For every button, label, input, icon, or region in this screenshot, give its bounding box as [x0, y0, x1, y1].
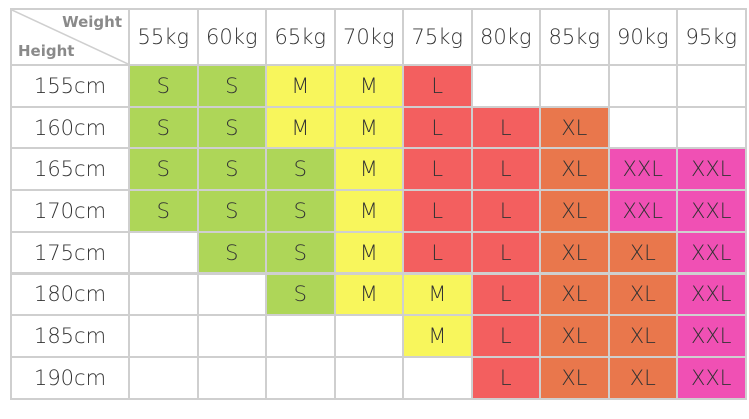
size-cell: S [196, 189, 267, 233]
size-cell [128, 272, 199, 317]
size-cell [333, 355, 404, 400]
size-cell: XL [539, 355, 610, 400]
size-cell: L [470, 355, 541, 400]
size-cell: XXL [607, 147, 678, 192]
size-cell: XXL [676, 272, 747, 317]
row-header: 185cm [10, 314, 130, 358]
size-cell: M [265, 64, 336, 108]
weight-label: Weight [62, 13, 122, 31]
size-cell: S [128, 64, 199, 108]
size-cell: S [196, 64, 267, 108]
row-header: 165cm [10, 147, 130, 192]
size-cell [676, 64, 747, 108]
size-cell: XXL [676, 314, 747, 358]
size-cell [402, 355, 473, 400]
column-header: 60kg [196, 8, 267, 66]
size-cell: XL [539, 189, 610, 233]
column-header: 75kg [402, 8, 473, 66]
size-cell: L [470, 230, 541, 275]
size-cell [607, 105, 678, 150]
column-header: 90kg [607, 8, 678, 66]
size-cell: S [196, 147, 267, 192]
column-header: 80kg [470, 8, 541, 66]
size-cell: XL [607, 314, 678, 358]
size-cell: L [402, 147, 473, 192]
size-cell: S [265, 189, 336, 233]
size-cell [676, 105, 747, 150]
size-cell: S [128, 105, 199, 150]
size-cell: XL [539, 230, 610, 275]
size-cell [607, 64, 678, 108]
size-cell: M [333, 189, 404, 233]
size-cell: XL [539, 272, 610, 317]
row-header: 175cm [10, 230, 130, 275]
size-cell: XL [539, 105, 610, 150]
size-cell: M [333, 64, 404, 108]
size-cell: XL [607, 230, 678, 275]
size-cell: L [402, 189, 473, 233]
size-cell: M [402, 272, 473, 317]
size-cell: S [128, 189, 199, 233]
size-cell: S [265, 230, 336, 275]
size-cell: M [333, 105, 404, 150]
row-header: 160cm [10, 105, 130, 150]
size-cell [470, 64, 541, 108]
size-cell: XL [539, 147, 610, 192]
size-cell: L [470, 105, 541, 150]
size-cell: L [470, 189, 541, 233]
column-header: 55kg [128, 8, 199, 66]
size-cell: M [265, 105, 336, 150]
size-cell: S [196, 230, 267, 275]
size-cell: L [402, 105, 473, 150]
size-cell [128, 355, 199, 400]
row-header: 190cm [10, 355, 130, 400]
row-header: 170cm [10, 189, 130, 233]
size-cell [333, 314, 404, 358]
size-cell: M [402, 314, 473, 358]
size-cell [196, 314, 267, 358]
size-cell [265, 355, 336, 400]
size-cell: S [265, 147, 336, 192]
size-cell: M [333, 230, 404, 275]
size-cell: XXL [676, 230, 747, 275]
row-header: 155cm [10, 64, 130, 108]
header-corner: Weight Height [10, 8, 130, 66]
size-cell [196, 355, 267, 400]
size-cell [128, 314, 199, 358]
size-cell: L [470, 314, 541, 358]
size-cell: S [196, 105, 267, 150]
size-cell: L [470, 272, 541, 317]
size-cell: S [128, 147, 199, 192]
column-header: 65kg [265, 8, 336, 66]
size-cell: L [402, 230, 473, 275]
height-label: Height [18, 42, 75, 60]
row-header: 180cm [10, 272, 130, 317]
size-cell: XL [539, 314, 610, 358]
column-header: 70kg [333, 8, 404, 66]
size-cell [265, 314, 336, 358]
size-cell: L [402, 64, 473, 108]
size-cell: XXL [676, 355, 747, 400]
size-cell: S [265, 272, 336, 317]
size-cell [539, 64, 610, 108]
size-cell: M [333, 147, 404, 192]
size-cell: M [333, 272, 404, 317]
diagonal [12, 10, 128, 64]
size-cell [196, 272, 267, 317]
size-cell: L [470, 147, 541, 192]
size-cell: XXL [676, 147, 747, 192]
size-cell: XL [607, 355, 678, 400]
size-cell: XXL [607, 189, 678, 233]
size-cell: XL [607, 272, 678, 317]
size-cell: XXL [676, 189, 747, 233]
column-header: 95kg [676, 8, 747, 66]
size-cell [128, 230, 199, 275]
column-header: 85kg [539, 8, 610, 66]
